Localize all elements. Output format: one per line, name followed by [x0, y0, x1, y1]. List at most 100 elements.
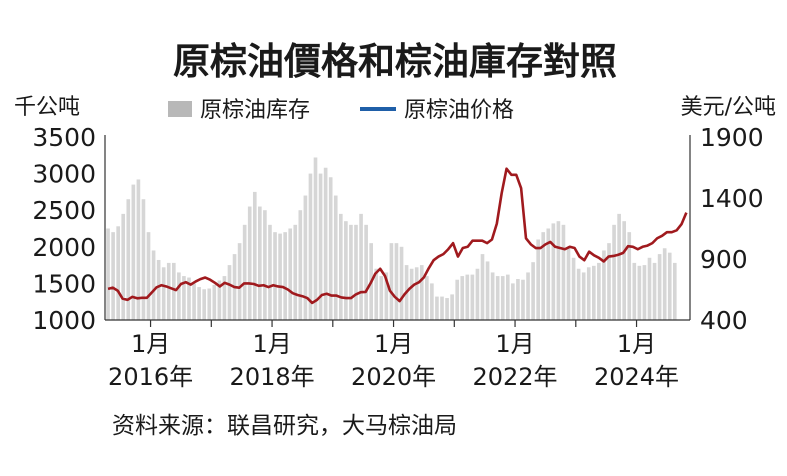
- chart-title: 原棕油價格和棕油庫存對照: [173, 40, 617, 83]
- stock-bar: [465, 274, 470, 320]
- stock-bar: [475, 268, 480, 320]
- stock-bar: [141, 199, 146, 320]
- stock-bar: [207, 288, 212, 320]
- stock-bar: [622, 221, 626, 320]
- stock-bar: [435, 296, 439, 320]
- stock-bar: [561, 224, 566, 320]
- stock-bar: [217, 280, 222, 320]
- stock-bar: [425, 276, 429, 320]
- stock-bar: [303, 195, 308, 320]
- stock-bar: [151, 250, 156, 320]
- stock-bar: [526, 272, 530, 320]
- stock-bar: [273, 232, 277, 320]
- left-tick-label: 2000: [32, 233, 96, 262]
- stock-bar: [344, 221, 348, 320]
- x-month-label: 1月: [131, 330, 170, 358]
- stock-bar: [531, 262, 535, 320]
- stock-bar: [242, 224, 247, 320]
- stock-bar: [460, 276, 465, 320]
- stock-bar: [177, 272, 181, 320]
- stock-bar: [409, 268, 414, 320]
- stock-bar: [647, 257, 652, 320]
- stock-bar: [379, 276, 384, 320]
- right-tick-label: 1900: [700, 123, 764, 152]
- x-year-label: 2016年: [108, 363, 193, 391]
- right-axis-unit: 美元/公吨: [681, 95, 776, 120]
- stock-bar: [592, 265, 596, 320]
- stock-bar: [106, 228, 110, 320]
- stock-bar: [308, 173, 313, 320]
- stock-bar: [293, 224, 298, 320]
- stock-bar: [586, 267, 591, 320]
- stock-bar: [662, 248, 667, 320]
- stock-bar: [247, 206, 252, 320]
- stock-bar: [146, 232, 151, 320]
- stock-bar: [359, 213, 363, 320]
- stock-bar: [399, 246, 404, 320]
- stock-bar: [581, 272, 586, 320]
- stock-bar: [672, 262, 677, 320]
- stock-bar: [480, 254, 485, 320]
- stock-bar: [172, 262, 176, 320]
- tick-labels: 3500 3000 2500 2000 1500 1000 1900 1400 900 400 1月…: [32, 123, 763, 391]
- left-tick-label: 2500: [32, 196, 96, 225]
- left-tick-label: 1500: [32, 269, 96, 298]
- stock-bar: [571, 257, 576, 320]
- stock-bar: [450, 294, 454, 320]
- stock-bar: [602, 250, 606, 320]
- stock-bar: [536, 239, 540, 320]
- stock-bar: [566, 247, 571, 320]
- stock-bar: [258, 206, 262, 320]
- stock-bar: [131, 184, 136, 320]
- stock-bar: [349, 224, 353, 320]
- stock-bar: [500, 276, 505, 320]
- stock-bar: [632, 262, 637, 320]
- stock-bar: [192, 283, 196, 320]
- stock-bar: [323, 167, 328, 320]
- price-line-layer: [107, 167, 688, 305]
- stock-bar: [384, 272, 389, 320]
- stock-bar: [516, 279, 520, 320]
- stock-bar: [576, 268, 581, 320]
- stock-bar: [394, 243, 399, 320]
- stock-bar: [652, 262, 657, 320]
- stock-bar: [607, 243, 611, 320]
- stock-bar: [511, 283, 515, 320]
- stock-bar: [541, 232, 546, 320]
- stock-bar: [430, 283, 434, 320]
- stock-bar: [495, 276, 500, 320]
- axes: [104, 135, 691, 327]
- x-month-label: 1月: [252, 330, 291, 358]
- right-tick-label: 900: [700, 245, 748, 274]
- stock-bar: [470, 274, 475, 320]
- stock-bar: [283, 232, 287, 320]
- x-month-label: 1月: [374, 330, 413, 358]
- stock-bar: [521, 279, 525, 320]
- stock-bar: [617, 213, 621, 320]
- stock-bar: [116, 226, 120, 320]
- legend-bar-swatch: [168, 101, 192, 117]
- stock-bar: [126, 199, 131, 320]
- stock-bar: [166, 262, 171, 320]
- right-tick-label: 1400: [700, 184, 764, 213]
- stock-bar: [667, 252, 672, 320]
- source-note: 资料来源：联昌研究，大马棕油局: [112, 413, 457, 439]
- stock-bar: [156, 259, 161, 320]
- stock-bar: [440, 296, 444, 320]
- stock-bar: [268, 224, 272, 320]
- stock-bar: [657, 254, 662, 320]
- stock-bar: [490, 272, 495, 320]
- stock-bar: [389, 243, 394, 320]
- x-year-label: 2018年: [230, 363, 315, 391]
- stock-bar: [212, 284, 217, 320]
- stock-bar: [354, 224, 358, 320]
- x-year-label: 2020年: [351, 363, 436, 391]
- stock-bar: [485, 261, 490, 320]
- x-month-label: 1月: [495, 330, 534, 358]
- stock-bar: [338, 213, 343, 320]
- stock-bar: [121, 213, 126, 320]
- stock-bar: [455, 279, 460, 320]
- stock-bar: [505, 274, 510, 320]
